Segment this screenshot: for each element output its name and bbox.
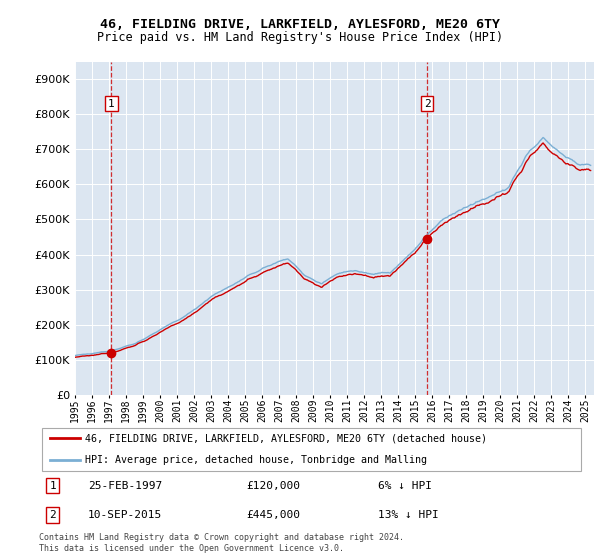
- Text: 2: 2: [49, 510, 56, 520]
- FancyBboxPatch shape: [42, 427, 581, 472]
- Text: 46, FIELDING DRIVE, LARKFIELD, AYLESFORD, ME20 6TY: 46, FIELDING DRIVE, LARKFIELD, AYLESFORD…: [100, 18, 500, 31]
- Text: £120,000: £120,000: [247, 480, 301, 491]
- Text: 13% ↓ HPI: 13% ↓ HPI: [377, 510, 438, 520]
- Text: 6% ↓ HPI: 6% ↓ HPI: [377, 480, 431, 491]
- Text: 10-SEP-2015: 10-SEP-2015: [88, 510, 163, 520]
- Text: 1: 1: [49, 480, 56, 491]
- Text: 2: 2: [424, 99, 431, 109]
- Text: £445,000: £445,000: [247, 510, 301, 520]
- Text: Contains HM Land Registry data © Crown copyright and database right 2024.
This d: Contains HM Land Registry data © Crown c…: [39, 533, 404, 553]
- Text: 46, FIELDING DRIVE, LARKFIELD, AYLESFORD, ME20 6TY (detached house): 46, FIELDING DRIVE, LARKFIELD, AYLESFORD…: [85, 433, 487, 444]
- Text: 1: 1: [108, 99, 115, 109]
- Text: HPI: Average price, detached house, Tonbridge and Malling: HPI: Average price, detached house, Tonb…: [85, 455, 427, 465]
- Text: Price paid vs. HM Land Registry's House Price Index (HPI): Price paid vs. HM Land Registry's House …: [97, 31, 503, 44]
- Text: 25-FEB-1997: 25-FEB-1997: [88, 480, 163, 491]
